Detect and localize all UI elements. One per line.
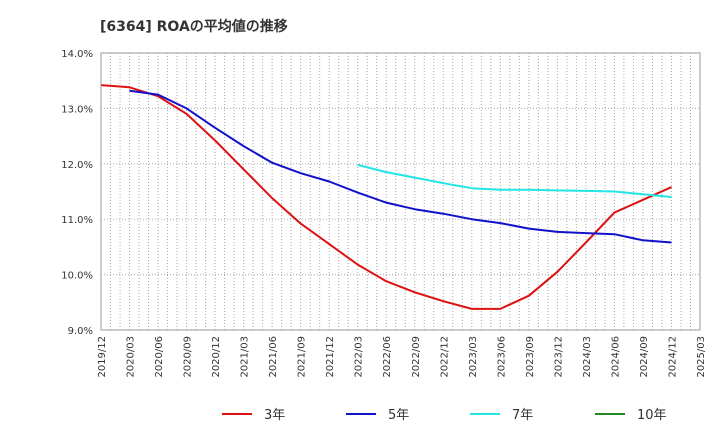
legend-label: 10年 <box>637 408 667 423</box>
x-tick-label: 2022/06 <box>382 336 393 378</box>
x-tick-label: 2023/06 <box>496 336 507 378</box>
y-tick-label: 11.0% <box>61 215 93 226</box>
x-tick-label: 2020/09 <box>183 336 194 378</box>
x-tick-label: 2022/09 <box>411 336 422 378</box>
x-tick-label: 2019/12 <box>97 336 108 378</box>
x-tick-label: 2021/09 <box>297 336 308 378</box>
plot-frame <box>100 52 701 331</box>
x-tick-label: 2024/12 <box>667 336 678 378</box>
chart-title: [6364] ROAの平均値の推移 <box>100 18 288 35</box>
y-tick-label: 14.0% <box>61 49 93 60</box>
x-tick-label: 2021/12 <box>325 336 336 378</box>
legend-label: 7年 <box>512 408 533 423</box>
y-tick-label: 12.0% <box>61 160 93 171</box>
x-tick-label: 2023/12 <box>553 336 564 378</box>
x-tick-label: 2024/03 <box>582 336 593 378</box>
series-line-7年 <box>357 163 672 198</box>
y-axis-ticks: 9.0% 10.0% 11.0% 12.0% 13.0% 14.0% <box>61 49 93 337</box>
legend-label: 3年 <box>264 408 285 423</box>
x-tick-label: 2024/09 <box>639 336 650 378</box>
legend-label: 5年 <box>388 408 409 423</box>
y-tick-label: 10.0% <box>61 271 93 282</box>
x-tick-label: 2021/03 <box>240 336 251 378</box>
x-tick-label: 2020/06 <box>154 336 165 378</box>
series-line-3年 <box>100 84 672 310</box>
series-line-5年 <box>129 89 672 244</box>
legend: 3年 5年 7年 10年 <box>222 408 667 423</box>
series-lines <box>100 84 672 310</box>
x-tick-label: 2020/12 <box>211 336 222 378</box>
x-tick-label: 2024/06 <box>610 336 621 378</box>
y-tick-label: 13.0% <box>61 104 93 115</box>
x-tick-label: 2023/09 <box>525 336 536 378</box>
x-tick-label: 2021/06 <box>268 336 279 378</box>
y-tick-label: 9.0% <box>68 326 93 337</box>
x-tick-label: 2022/03 <box>354 336 365 378</box>
x-tick-label: 2020/03 <box>126 336 137 378</box>
x-tick-label: 2025/03 <box>696 336 707 378</box>
x-axis-ticks: 2019/12 2020/03 2020/06 2020/09 2020/12 2021/… <box>97 336 707 378</box>
x-tick-label: 2023/03 <box>468 336 479 378</box>
x-tick-label: 2022/12 <box>439 336 450 378</box>
